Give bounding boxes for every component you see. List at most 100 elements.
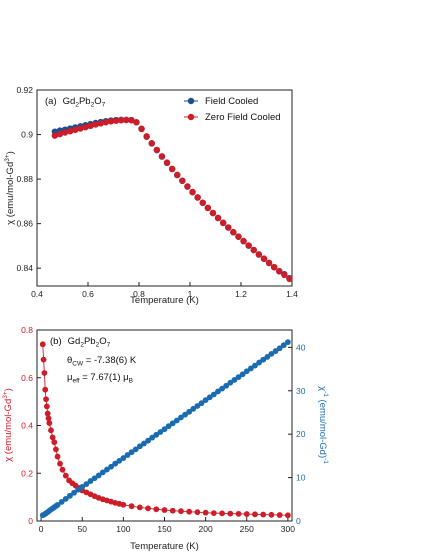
inverse-chi-point	[95, 472, 102, 479]
panel-b-x-tick-label: 300	[281, 524, 295, 534]
zfc-point	[286, 275, 293, 283]
panel-a-y-tick-label: 0.92	[16, 85, 33, 95]
chi-point	[260, 511, 267, 518]
panel-b-right-y-tick-label: 20	[296, 429, 306, 439]
chi-point	[153, 506, 160, 513]
inverse-chi-point	[202, 397, 209, 404]
panel-b: 0 50 100 150 200 250 300 0 0.2 0.4 0.6 0.8 0 10 20 30…	[2, 325, 329, 552]
zfc-point	[260, 255, 268, 262]
inverse-chi-point	[91, 475, 98, 482]
panel-a-x-tick-label: 1.4	[286, 289, 298, 299]
chi-point	[202, 509, 209, 516]
inverse-chi-point	[124, 452, 131, 458]
inverse-chi-point	[54, 502, 61, 508]
inverse-chi-point	[108, 463, 114, 470]
panel-a-points	[51, 116, 293, 283]
panel-b-title: (b) Gd2Pb2O7	[50, 336, 111, 349]
inverse-chi-point	[268, 350, 275, 357]
chi-point	[43, 403, 50, 410]
chi-point	[45, 415, 52, 422]
chi-point	[120, 501, 127, 508]
chi-point	[284, 512, 291, 519]
inverse-chi-point	[173, 417, 180, 424]
chi-point	[59, 466, 66, 473]
chi-point	[128, 503, 135, 510]
inverse-chi-point	[239, 371, 246, 378]
chi-point	[43, 396, 49, 403]
zfc-point	[276, 267, 283, 275]
zfc-point	[87, 122, 94, 130]
inverse-chi-point	[264, 354, 271, 360]
inverse-chi-point	[141, 440, 147, 447]
inverse-chi-point	[227, 379, 234, 386]
chi-point	[49, 434, 56, 441]
zfc-point	[72, 126, 79, 134]
panel-a-x-tick-label: 0.6	[82, 289, 94, 299]
zfc-point	[184, 183, 191, 190]
zfc-point	[102, 119, 110, 126]
chi-point	[44, 410, 51, 417]
zfc-point	[225, 224, 232, 231]
panel-a-y-tick-label: 0.88	[16, 174, 33, 184]
inverse-chi-point	[165, 423, 172, 430]
panel-b-x-tick-label: 200	[199, 524, 213, 534]
inverse-chi-point	[276, 345, 283, 352]
chi-point	[40, 356, 47, 363]
zfc-point	[123, 116, 130, 124]
panel-a-title: (a) Gd2Pb2O7	[45, 96, 106, 109]
legend-zfc-marker	[187, 113, 195, 121]
zfc-point	[112, 117, 120, 124]
panel-b-left-y-tick-label: 0	[28, 516, 33, 526]
inverse-chi-point	[145, 437, 151, 444]
inverse-chi-point	[186, 408, 193, 415]
inverse-chi-point	[62, 495, 69, 502]
inverse-chi-point	[219, 385, 225, 392]
inverse-chi-point	[128, 449, 135, 456]
panel-a-y-tick-label: 0.84	[16, 263, 33, 273]
zfc-point	[250, 246, 257, 254]
panel-b-theta-cw: θCW = -7.38(6) K	[67, 355, 137, 368]
inverse-chi-point	[120, 455, 127, 461]
zfc-point	[117, 117, 125, 124]
zfc-point	[219, 219, 227, 226]
inverse-chi-point	[231, 377, 238, 383]
chi-point	[227, 510, 234, 517]
mu-symbol: μ	[67, 372, 72, 383]
zfc-point	[66, 128, 74, 135]
panel-b-compound-sub3: 7	[107, 342, 111, 349]
zfc-point	[133, 119, 140, 126]
inverse-chi-point	[87, 478, 94, 484]
zfc-point	[158, 153, 166, 160]
inverse-chi-point	[280, 342, 287, 349]
inverse-chi-point	[182, 411, 188, 418]
panel-b-right-y-label-sup2: -1	[322, 458, 329, 464]
panel-b-right-y-tick-label: 40	[296, 342, 306, 352]
panel-b-points	[39, 339, 291, 519]
panel-a-label: (a)	[45, 96, 57, 107]
zfc-point	[92, 121, 99, 128]
panel-b-right-y-ticks: 0 10 20 30 40	[288, 342, 306, 526]
panel-b-x-ticks: 0 50 100 150 200 250 300	[39, 517, 295, 534]
panel-a-x-label: Temperature (K)	[130, 295, 199, 306]
panel-a-x-tick-label: 1	[188, 289, 193, 299]
panel-a-x-tick-label: 1.2	[235, 289, 247, 299]
inverse-chi-point	[71, 489, 77, 496]
inverse-chi-point	[83, 481, 90, 488]
panel-a-y-ticks: 0.84 0.86 0.88 0.9 0.92	[16, 85, 41, 273]
panel-a-compound-base: Gd	[63, 96, 76, 107]
chi-point	[210, 510, 217, 517]
mu-unit-sub: B	[129, 378, 133, 385]
zfc-point	[174, 171, 181, 179]
zfc-point	[240, 237, 247, 245]
inverse-chi-point	[252, 362, 258, 369]
inverse-chi-point	[210, 391, 217, 398]
inverse-chi-point	[194, 403, 201, 409]
zfc-point	[199, 199, 206, 206]
inverse-chi-point	[136, 443, 143, 450]
panel-b-right-y-label-sup1: -1	[322, 391, 329, 397]
panel-a-frame	[36, 89, 293, 287]
chi-point	[169, 507, 176, 514]
zfc-point	[281, 271, 288, 279]
zfc-point	[153, 146, 161, 154]
